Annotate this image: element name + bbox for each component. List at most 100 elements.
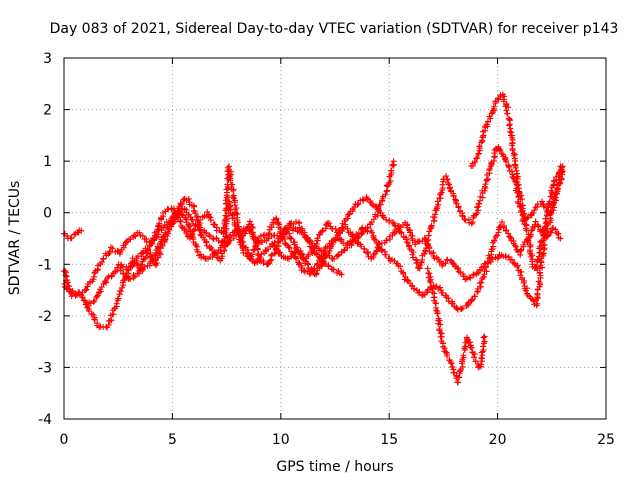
x-tick-label: 5 [168,432,177,448]
data-point [334,252,341,259]
data-point [460,352,467,359]
data-point [125,267,132,274]
data-point [383,188,390,195]
data-point [68,235,75,242]
data-point [514,182,521,189]
data-point [454,306,461,313]
data-point [409,251,416,258]
data-point [209,254,216,261]
data-point [501,155,508,162]
data-point [178,223,185,230]
x-tick-labels: 0 5 10 15 20 25 [60,432,615,448]
data-point [416,265,423,272]
data-point [391,230,398,237]
data-point [90,298,97,305]
data-point [79,294,86,301]
data-point [211,250,218,257]
data-point [329,241,336,248]
data-point [534,300,541,307]
data-point [185,195,192,202]
data-point [325,263,332,270]
data-point [470,272,477,279]
data-point [379,213,386,220]
y-tick-label: 0 [43,206,52,222]
data-point [91,316,98,323]
data-point [528,211,535,218]
data-point [107,244,114,251]
data-point [519,196,526,203]
data-point [416,288,423,295]
data-point [229,193,236,200]
data-point [118,287,125,294]
data-point [141,255,148,262]
data-point [480,274,487,281]
data-point [67,290,74,297]
data-point [113,300,120,307]
data-point [405,226,412,233]
data-point [367,199,374,206]
data-point [122,239,129,246]
data-point [556,171,563,178]
data-point [403,238,410,245]
data-point [415,289,422,296]
data-point [444,256,451,263]
data-point [234,219,241,226]
data-point [397,263,404,270]
data-point [505,230,512,237]
x-tick-label: 0 [60,432,69,448]
data-point [300,267,307,274]
data-point [117,267,124,274]
data-point [535,253,542,260]
data-point [129,263,136,270]
data-point [139,232,146,239]
data-point [407,229,414,236]
data-point [190,227,197,234]
data-point [227,177,234,184]
data-point [285,244,292,251]
data-point [252,243,259,250]
data-point [521,216,528,223]
data-point [486,167,493,174]
data-point [370,251,377,258]
data-point [338,224,345,231]
data-point [514,263,521,270]
data-point [535,278,542,285]
data-point [557,179,564,186]
data-point [437,284,444,291]
data-point [62,272,69,279]
data-point [131,273,138,280]
data-point [186,234,193,241]
data-point [106,248,113,255]
data-point [248,251,255,258]
data-point [351,204,358,211]
data-point [425,232,432,239]
data-point [382,251,389,258]
data-point [525,237,532,244]
data-point [383,216,390,223]
data-point [372,236,379,243]
data-point [98,259,105,266]
data-point [91,298,98,305]
data-point [346,210,353,217]
data-point [332,225,339,232]
data-point [354,231,361,238]
data-point [424,237,431,244]
y-tick-label: 1 [43,154,52,170]
x-axis-label: GPS time / hours [276,459,393,475]
data-point [480,343,487,350]
series-track-8 [468,91,566,274]
data-point [322,225,329,232]
data-point [454,379,461,386]
data-point [476,200,483,207]
data-point [448,360,455,367]
data-point [266,230,273,237]
data-point [114,247,121,254]
data-point [456,374,463,381]
data-point [294,244,301,251]
y-tick-label: -2 [38,309,52,325]
data-point [359,196,366,203]
data-point [304,260,311,267]
data-point [534,258,541,265]
data-point [467,275,474,282]
data-point [453,375,460,382]
